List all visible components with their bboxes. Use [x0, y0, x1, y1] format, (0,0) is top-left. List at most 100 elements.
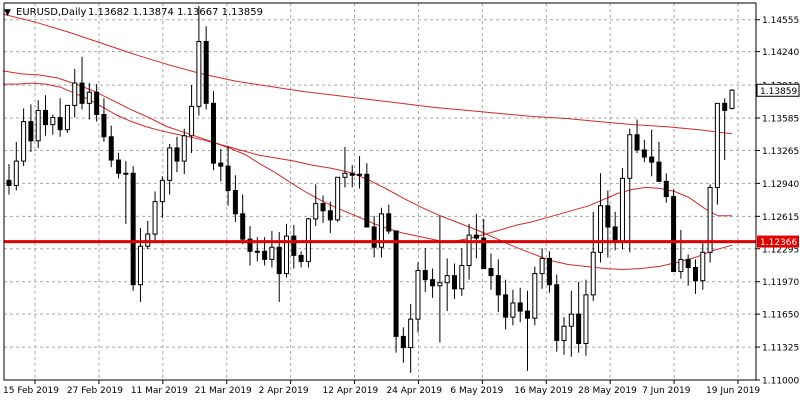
candle: [335, 176, 341, 222]
candle: [210, 91, 216, 171]
candle-body-bull: [284, 235, 290, 275]
candle: [21, 108, 27, 167]
candle: [284, 223, 290, 278]
candle: [101, 98, 107, 142]
candle-body-bear: [517, 302, 523, 312]
candle: [269, 231, 275, 268]
candle: [422, 248, 428, 292]
candle: [532, 266, 538, 326]
candle-body-bear: [298, 254, 304, 262]
candle-body-bull: [539, 257, 545, 275]
candle-body-bear: [108, 136, 114, 161]
candle: [313, 184, 319, 226]
candle-body-bear: [174, 147, 180, 162]
candle: [722, 98, 728, 161]
y-tick-label: 1.11650: [762, 311, 799, 321]
candle: [583, 279, 589, 356]
candle-body-bear: [692, 267, 698, 282]
candle-body-bull: [123, 172, 129, 175]
candle: [656, 141, 662, 182]
candle-body-bear: [327, 210, 333, 221]
x-tick-label: 15 Feb 2019: [3, 386, 59, 396]
x-tick-label: 11 Mar 2019: [131, 386, 188, 396]
candle-body-bear: [393, 230, 399, 337]
candle-body-bull: [254, 250, 260, 253]
candle-body-bull: [598, 205, 604, 253]
candle: [123, 161, 129, 224]
candle-body-bear: [525, 310, 531, 319]
candle: [503, 279, 509, 330]
candle: [378, 207, 384, 258]
candle-body-bull: [561, 325, 567, 341]
last-price-label: 1.13859: [760, 87, 797, 97]
candle-body-bull: [189, 105, 195, 137]
candle: [225, 145, 231, 206]
candle-body-bear: [349, 172, 355, 176]
candle-body-bear: [473, 234, 479, 239]
candle-body-bull: [13, 160, 19, 186]
candle-body-bull: [532, 273, 538, 319]
candle: [692, 259, 698, 294]
y-tick-label: 1.11000: [762, 377, 799, 387]
candle-body-bear: [503, 294, 509, 318]
candle: [247, 225, 253, 266]
symbol-label: EURUSD,Daily: [16, 7, 87, 18]
candle: [64, 104, 70, 133]
candle: [181, 128, 187, 175]
candle-body-bull: [444, 275, 450, 284]
candle: [408, 303, 414, 373]
candle: [320, 195, 326, 223]
ohlc-values: 1.13682 1.13874 1.13667 1.13859: [88, 7, 263, 18]
candles: [6, 6, 735, 373]
candle-body-bear: [605, 205, 611, 228]
candle: [451, 263, 457, 299]
candle: [437, 215, 443, 343]
candle: [327, 201, 333, 234]
candle-body-bull: [510, 302, 516, 318]
candle: [525, 290, 531, 371]
candle-body-bull: [21, 121, 27, 162]
candle: [649, 129, 655, 177]
candle: [678, 230, 684, 279]
candle-body-bull: [181, 135, 187, 162]
candle-body-bull: [700, 251, 706, 282]
candle-body-bear: [364, 173, 370, 228]
x-tick-label: 24 Apr 2019: [386, 386, 442, 396]
y-tick-label: 1.11970: [762, 278, 799, 288]
candle-body-bear: [422, 270, 428, 281]
y-tick-label: 1.13265: [762, 147, 799, 157]
candle: [342, 146, 348, 188]
candle-body-bear: [232, 189, 238, 215]
candle: [130, 166, 136, 291]
x-tick-label: 19 Jun 2019: [706, 386, 760, 396]
candle-body-bull: [357, 173, 363, 176]
candle: [72, 68, 78, 118]
candle-body-bear: [663, 180, 669, 198]
candle-body-bear: [546, 257, 552, 286]
support-price-tag: 1.12366: [757, 235, 799, 248]
candle: [203, 26, 209, 110]
candle-body-bear: [554, 284, 560, 341]
candle: [189, 85, 195, 153]
candle: [415, 262, 421, 333]
y-tick-label: 1.14555: [762, 16, 799, 26]
candle: [619, 168, 625, 250]
candle: [167, 143, 173, 195]
candle: [50, 114, 56, 135]
chart-menu-icon[interactable]: ▼: [4, 8, 11, 18]
candle: [576, 281, 582, 353]
y-tick-label: 1.11325: [762, 344, 799, 354]
candle-body-bull: [415, 270, 421, 320]
candle: [298, 251, 304, 268]
candle: [276, 232, 282, 302]
candle: [291, 224, 297, 269]
candle: [94, 84, 100, 122]
candle: [671, 189, 677, 273]
candle: [35, 100, 41, 148]
candle: [590, 211, 596, 301]
candle-body-bull: [408, 318, 414, 349]
candle: [641, 139, 647, 163]
candle-body-bull: [729, 89, 735, 109]
